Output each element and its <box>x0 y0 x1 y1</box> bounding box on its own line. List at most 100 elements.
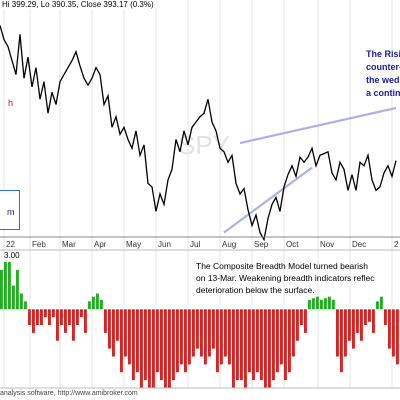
breadth-note: The Composite Breadth Model turned beari… <box>196 260 374 296</box>
x-tick-label: Oct <box>286 240 299 249</box>
breadth-bar <box>104 309 107 333</box>
breadth-bar <box>216 309 219 373</box>
breadth-bar <box>80 309 83 318</box>
breadth-bar <box>124 309 127 357</box>
breadth-bar <box>312 298 315 310</box>
wedge-note-line: the wed <box>366 75 400 85</box>
breadth-bar <box>284 309 287 381</box>
x-tick-label: Apr <box>94 240 107 249</box>
breadth-bar <box>128 309 131 365</box>
wedge-line <box>223 166 313 234</box>
breadth-bar <box>8 262 11 310</box>
breadth-bar <box>4 262 7 310</box>
breadth-bar <box>48 309 51 325</box>
breadth-bar <box>252 309 255 381</box>
breadth-bar <box>24 301 27 310</box>
breadth-bar <box>396 309 399 365</box>
breadth-bar <box>140 309 143 388</box>
breadth-bar <box>172 309 175 381</box>
breadth-bar <box>296 309 299 341</box>
x-tick-label: Jul <box>190 240 200 249</box>
x-tick-label: Sep <box>254 240 269 249</box>
breadth-bar <box>256 309 259 373</box>
breadth-bar <box>276 309 279 373</box>
breadth-bar <box>144 309 147 381</box>
breadth-bar <box>16 269 19 310</box>
breadth-bar <box>264 309 267 388</box>
breadth-bar <box>244 309 247 388</box>
wedge-lines <box>223 106 397 234</box>
chart-header: Hi 399.29, Lo 390.35, Close 393.17 (0.3%… <box>0 0 156 9</box>
breadth-bar <box>304 309 307 333</box>
breadth-bar <box>192 309 195 357</box>
breadth-bar <box>324 298 327 310</box>
breadth-bar <box>228 309 231 365</box>
breadth-bar <box>240 309 243 381</box>
breadth-bar <box>308 299 311 310</box>
breadth-bar <box>204 309 207 365</box>
breadth-bar <box>232 309 235 388</box>
breadth-bar <box>148 309 151 388</box>
breadth-bar <box>136 309 139 373</box>
breadth-bar <box>316 296 319 310</box>
breadth-bar <box>272 309 275 381</box>
breadth-bar <box>360 309 363 341</box>
breadth-bar <box>68 309 71 325</box>
left-note-box-text: m <box>7 207 15 217</box>
breadth-bar <box>0 269 3 310</box>
breadth-bar <box>176 309 179 373</box>
breadth-bar <box>380 296 383 310</box>
breadth-bar <box>288 309 291 373</box>
breadth-bar <box>344 309 347 357</box>
breadth-bar <box>200 309 203 357</box>
breadth-bar <box>368 309 371 322</box>
breadth-bar <box>160 309 163 381</box>
breadth-note-line: on 13-Mar. Weakening breadth indicators … <box>196 273 375 283</box>
breadth-bar <box>280 309 283 365</box>
breadth-bar <box>168 309 171 388</box>
breadth-bar <box>88 301 91 310</box>
breadth-bar <box>352 309 355 349</box>
breadth-bar <box>40 309 43 325</box>
breadth-bar <box>300 309 303 325</box>
breadth-bar <box>212 309 215 349</box>
breadth-bar <box>36 309 39 325</box>
wedge-line <box>239 106 397 145</box>
wedge-note-line: The Risi <box>366 49 400 59</box>
x-tick-label: Mar <box>62 240 76 249</box>
breadth-bar <box>384 309 387 325</box>
breadth-bar <box>392 309 395 357</box>
breadth-note-line: deterioration below the surface. <box>196 285 315 295</box>
breadth-bar <box>116 309 119 341</box>
breadth-bar <box>108 309 111 349</box>
breadth-bar <box>320 299 323 310</box>
breadth-bar <box>20 293 23 310</box>
breadth-bar <box>44 309 47 318</box>
breadth-bar <box>340 309 343 373</box>
breadth-bar <box>132 309 135 381</box>
breadth-bar <box>64 309 67 333</box>
wedge-note-line: counter- <box>366 62 400 72</box>
breadth-bar <box>56 309 59 341</box>
wedge-note-line: a contin <box>366 88 400 98</box>
breadth-bar <box>180 309 183 365</box>
breadth-bar <box>328 296 331 310</box>
footer-credit: analysis software, http://www.amibroker.… <box>0 390 138 397</box>
x-axis-ticks: 22 Feb Mar Apr May Jun Jul Aug Sep Oct Nov Dec 2 <box>6 240 399 249</box>
x-tick-label: Aug <box>222 240 236 249</box>
x-tick-label: Dec <box>352 240 366 249</box>
breadth-bar <box>364 309 367 325</box>
breadth-bar <box>188 309 191 365</box>
breadth-bar <box>28 309 31 325</box>
breadth-note-line: The Composite Breadth Model turned beari… <box>196 261 368 271</box>
breadth-bar <box>248 309 251 373</box>
breadth-bar <box>156 309 159 373</box>
lower-panel-label: 3.00 <box>4 251 20 260</box>
breadth-bar <box>292 309 295 357</box>
breadth-bar <box>332 299 335 310</box>
breadth-bar <box>376 301 379 310</box>
breadth-bar <box>60 309 63 325</box>
breadth-bar <box>92 296 95 310</box>
breadth-bar <box>336 309 339 357</box>
